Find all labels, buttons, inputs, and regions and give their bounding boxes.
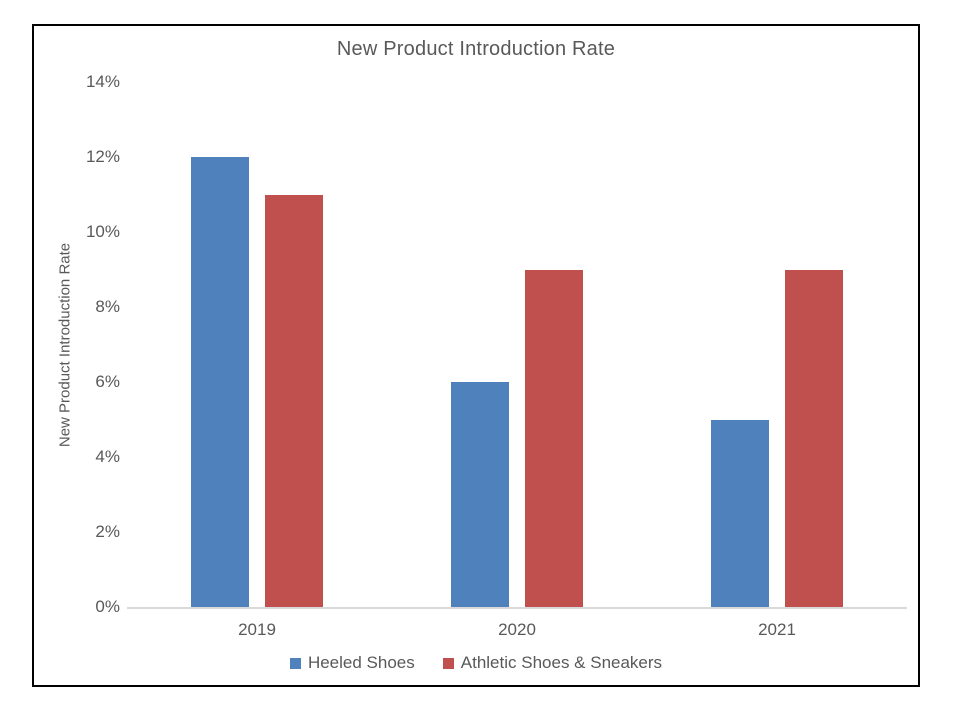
chart-title: New Product Introduction Rate <box>336 38 616 60</box>
x-axis-labels: 2019 2020 2021 <box>127 620 907 640</box>
legend: Heeled Shoes Athletic Shoes & Sneakers <box>34 653 918 673</box>
legend-swatch-athletic-shoes-sneakers <box>442 657 454 669</box>
bar-athletic-shoes-sneakers-2020 <box>525 269 583 607</box>
bar-group-2020 <box>387 82 647 607</box>
x-axis-label-2021: 2021 <box>758 620 796 639</box>
plot-area <box>127 82 907 609</box>
legend-label-athletic-shoes-sneakers: Athletic Shoes & Sneakers <box>460 653 663 672</box>
x-axis-label-2020: 2020 <box>498 620 536 639</box>
y-tick-label-14: 14% <box>85 72 120 91</box>
y-tick-label-12: 12% <box>85 147 120 166</box>
y-tick-label-0: 0% <box>95 597 120 616</box>
bar-athletic-shoes-sneakers-2021 <box>785 269 843 607</box>
y-tick-label-10: 10% <box>85 222 120 241</box>
bar-group-2019 <box>127 82 387 607</box>
bar-group-2021 <box>647 82 907 607</box>
y-tick-label-2: 2% <box>95 522 120 541</box>
bar-heeled-shoes-2021 <box>711 419 769 607</box>
y-tick-label-4: 4% <box>95 447 120 466</box>
y-tick-label-8: 8% <box>95 297 120 316</box>
bar-heeled-shoes-2020 <box>451 382 509 607</box>
bar-heeled-shoes-2019 <box>191 157 249 607</box>
y-axis-tick-labels: 0% 2% 4% 6% 8% 10% 12% 14% <box>34 72 120 616</box>
bar-athletic-shoes-sneakers-2019 <box>265 194 323 607</box>
legend-swatch-heeled-shoes <box>289 657 301 669</box>
legend-label-heeled-shoes: Heeled Shoes <box>307 653 415 672</box>
legend-item-athletic-shoes-sneakers: Athletic Shoes & Sneakers <box>442 653 663 673</box>
legend-item-heeled-shoes: Heeled Shoes <box>289 653 415 673</box>
y-tick-label-6: 6% <box>95 372 120 391</box>
x-axis-label-2019: 2019 <box>238 620 276 639</box>
chart-frame: New Product Introduction Rate New Produc… <box>32 24 920 687</box>
